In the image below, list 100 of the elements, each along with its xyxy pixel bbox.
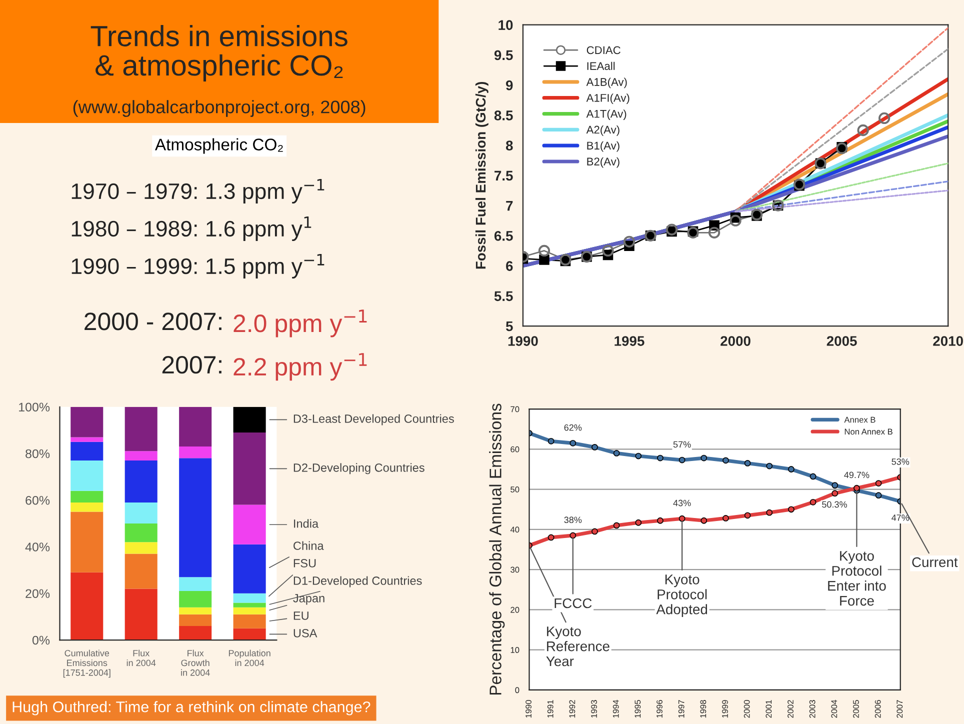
legend-label: CDIAC bbox=[586, 46, 620, 54]
bar bbox=[179, 591, 212, 608]
point bbox=[744, 512, 751, 519]
x-tick-label: 1995 bbox=[614, 336, 644, 346]
text: EU bbox=[294, 612, 308, 620]
x-tick-label: Population in 2004 bbox=[228, 650, 270, 666]
x-tick-label: 1998 bbox=[700, 700, 706, 718]
text: 1990 – 1999: 1.5 ppm y$^{−1}$ bbox=[72, 254, 324, 278]
y-tick-label: 5.5 bbox=[494, 291, 513, 302]
y-tick-label: 9.5 bbox=[494, 50, 513, 60]
y-tick-label: 7.5 bbox=[494, 170, 513, 181]
x-tick-label: 1992 bbox=[569, 700, 576, 718]
text: 2007: bbox=[162, 356, 222, 374]
point bbox=[613, 450, 620, 456]
data-label: 38% bbox=[564, 516, 582, 524]
x-tick-label: Flux Growth in 2004 bbox=[181, 650, 210, 676]
text: 2.2 ppm y$^{−1}$ bbox=[234, 353, 367, 381]
y-tick-label: 60% bbox=[26, 496, 50, 505]
bar bbox=[233, 432, 266, 505]
text: 1980 – 1989: 1.6 ppm y$^{1}$ bbox=[72, 216, 312, 241]
text: FSU bbox=[294, 559, 316, 568]
point bbox=[810, 498, 816, 506]
point bbox=[722, 457, 729, 464]
bar bbox=[70, 460, 104, 491]
point bbox=[878, 112, 890, 124]
text: 1970 – 1979: 1.3 ppm y$^{−1}$ bbox=[72, 179, 324, 204]
legend-label: B1(Av) bbox=[587, 141, 620, 152]
y-tick-label: 60 bbox=[510, 446, 520, 452]
data-label: 50.3% bbox=[822, 501, 847, 508]
legend-label: A1B(Av) bbox=[586, 78, 627, 88]
bar bbox=[70, 502, 104, 512]
x-tick-label: 1999 bbox=[722, 700, 728, 718]
bar bbox=[124, 406, 158, 452]
point bbox=[722, 515, 729, 522]
bar bbox=[233, 544, 266, 594]
bar bbox=[124, 451, 158, 461]
point bbox=[766, 462, 773, 470]
point bbox=[766, 509, 773, 516]
text: D1-Developed Countries bbox=[294, 576, 422, 588]
bar bbox=[179, 406, 212, 447]
point bbox=[678, 515, 686, 522]
x-tick-label: 2005 bbox=[826, 336, 857, 346]
point bbox=[548, 534, 554, 541]
point bbox=[570, 440, 576, 446]
bar bbox=[233, 504, 266, 544]
bar bbox=[179, 446, 212, 458]
x-tick-label: 1995 bbox=[634, 700, 641, 718]
point bbox=[635, 452, 642, 460]
text: China bbox=[294, 541, 324, 550]
legend-label: Non Annex B bbox=[844, 428, 892, 435]
legend-label: Annex B bbox=[844, 416, 876, 423]
x-tick-label: 2003 bbox=[809, 700, 816, 718]
bar bbox=[179, 458, 212, 578]
data-label: 62% bbox=[564, 424, 582, 431]
legend-label: IEAall bbox=[587, 62, 615, 70]
point bbox=[788, 506, 794, 513]
y-tick-label: 6 bbox=[506, 261, 513, 271]
text: Hugh Outhred: Time for a rethink on climate change? bbox=[12, 701, 370, 716]
data-label: 43% bbox=[673, 500, 691, 506]
y-tick-label: 10 bbox=[498, 20, 513, 30]
point bbox=[832, 482, 838, 489]
x-tick-label: 1990 bbox=[508, 336, 538, 346]
x-tick-label: 2007 bbox=[896, 700, 903, 718]
point bbox=[857, 124, 869, 136]
y-tick-label: 30 bbox=[510, 566, 520, 573]
point bbox=[570, 532, 576, 539]
x-tick-label: Cumulative Emissions [1751-2004] bbox=[63, 650, 110, 678]
y-tick-label: 70 bbox=[510, 406, 520, 412]
bar bbox=[124, 554, 158, 589]
point bbox=[708, 226, 720, 238]
bar bbox=[179, 626, 212, 640]
x-tick-label: 2004 bbox=[831, 700, 838, 718]
x-tick-label: 1996 bbox=[656, 700, 662, 718]
text: 2000 - 2007: bbox=[84, 312, 222, 330]
y-tick-label: 9 bbox=[506, 80, 513, 90]
text: Trends in emissions & atmospheric CO₂ bbox=[90, 25, 348, 82]
point bbox=[538, 244, 550, 257]
y-tick-label: 8 bbox=[506, 140, 513, 150]
x-tick-label: 1990 bbox=[526, 700, 532, 718]
x-tick-label: 2000 bbox=[720, 336, 750, 346]
point bbox=[875, 492, 882, 499]
point bbox=[623, 236, 636, 248]
text: D2-Developing Countries bbox=[294, 463, 424, 474]
point bbox=[875, 480, 882, 486]
point bbox=[592, 444, 598, 450]
bar bbox=[179, 607, 212, 614]
y-axis-title: Fossil Fuel Emission (GtC/y) bbox=[475, 82, 488, 269]
y-tick-label: 80% bbox=[26, 449, 50, 458]
y-tick-label: 5 bbox=[506, 321, 513, 332]
text: India bbox=[294, 519, 319, 528]
point bbox=[744, 460, 751, 466]
point bbox=[678, 456, 686, 464]
data-label: 47% bbox=[892, 514, 910, 521]
bar bbox=[70, 442, 104, 461]
data-label: 49.7% bbox=[844, 472, 870, 478]
text: (www.globalcarbonproject.org, 2008) bbox=[73, 100, 366, 117]
y-tick-label: 40% bbox=[25, 542, 50, 552]
y-tick-label: 100% bbox=[19, 402, 50, 412]
y-tick-label: 0 bbox=[515, 687, 520, 694]
y-tick-label: 6.5 bbox=[494, 230, 513, 241]
